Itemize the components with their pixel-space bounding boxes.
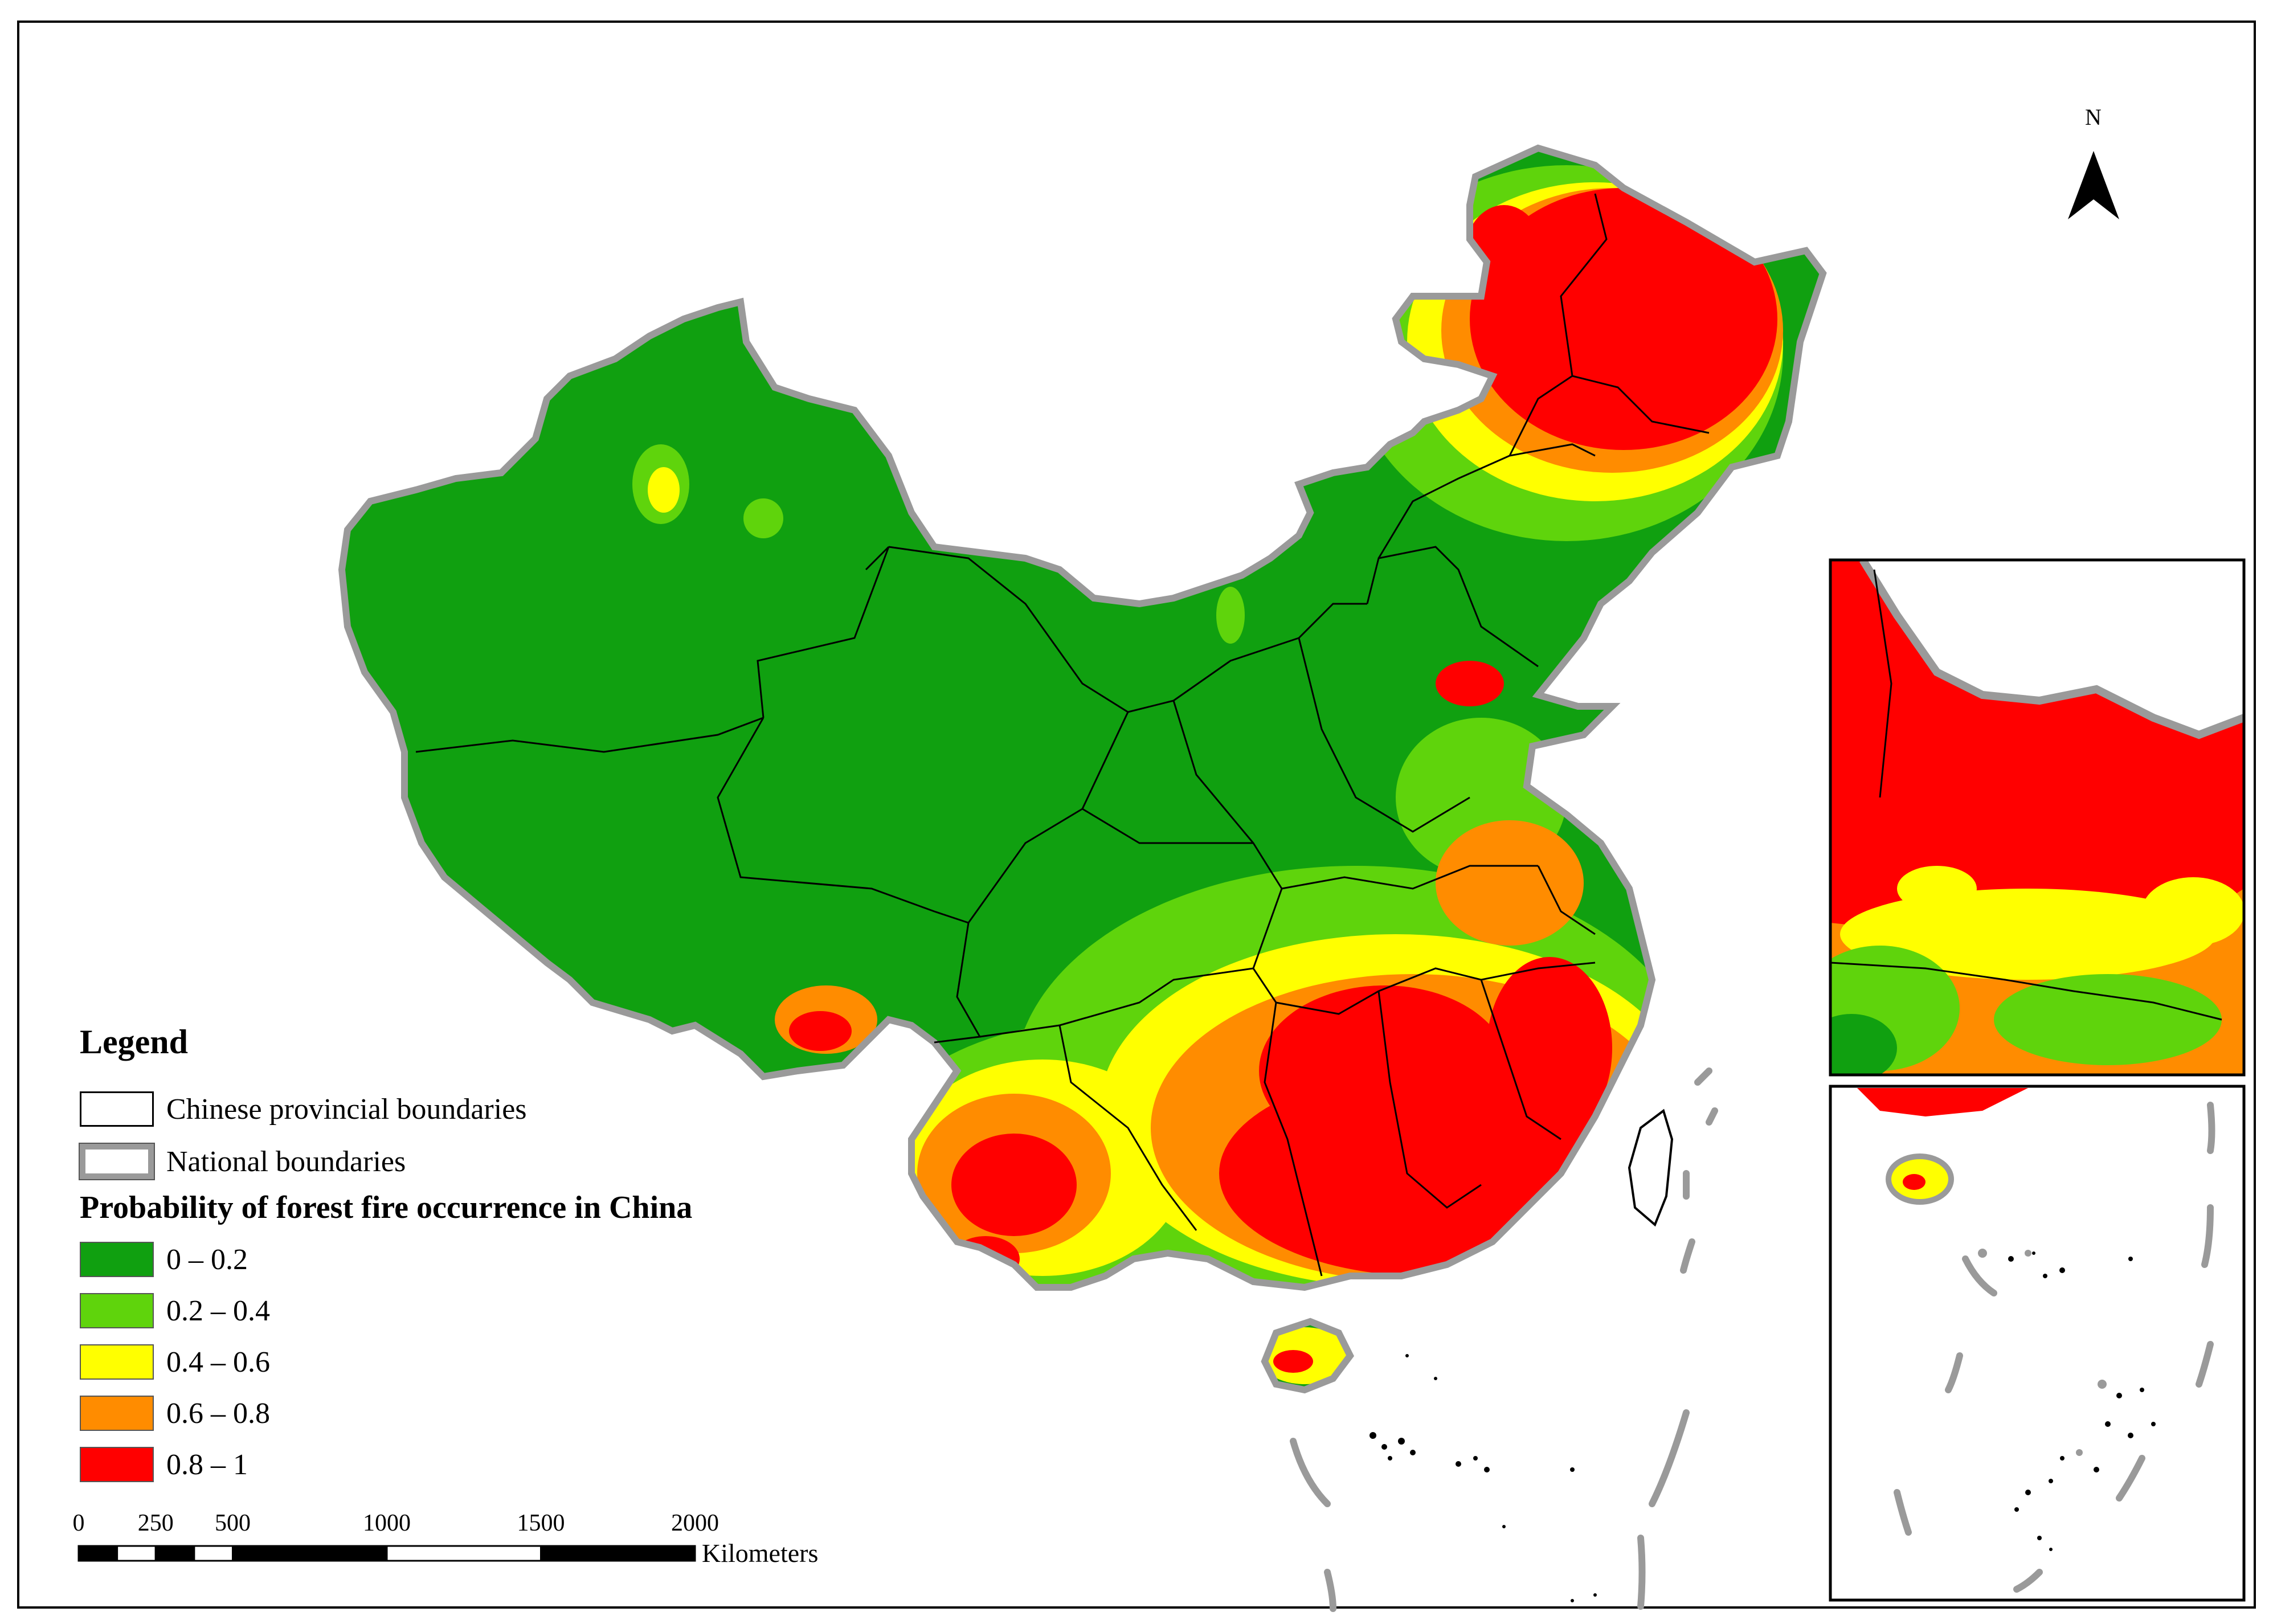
legend-title: Legend: [80, 1023, 189, 1061]
scale-segment: [116, 1545, 157, 1562]
inset-northeast: [1829, 558, 2246, 1077]
scale-tick-label: 500: [215, 1510, 251, 1536]
scale-tick-label: 2000: [671, 1510, 719, 1536]
legend-item-national: National boundaries: [79, 1142, 406, 1181]
probability-heading: Probability of forest fire occurrence in…: [80, 1190, 693, 1225]
legend-color-swatch: [80, 1447, 154, 1482]
legend-class-row: 0.4 – 0.6: [80, 1342, 270, 1382]
provincial-swatch: [80, 1091, 154, 1127]
south-sea-islands: [1369, 1354, 1597, 1602]
north-label: N: [2085, 104, 2102, 130]
legend-class-row: 0.8 – 1: [80, 1445, 248, 1484]
scale-tick-label: 1500: [517, 1510, 565, 1536]
legend-item-provincial: Chinese provincial boundaries: [80, 1089, 527, 1129]
provincial-boundaries: [415, 193, 1710, 1277]
legend-color-swatch: [80, 1396, 154, 1431]
legend-class-row: 0 – 0.2: [80, 1240, 248, 1279]
scale-tick-label: 1000: [363, 1510, 411, 1536]
legend-class-label: 0.8 – 1: [166, 1448, 248, 1481]
scale-segment: [540, 1545, 696, 1562]
scale-tick-label: 250: [137, 1510, 174, 1536]
legend-label: Chinese provincial boundaries: [166, 1093, 527, 1126]
map-frame: [17, 21, 2256, 1609]
legend-color-swatch: [80, 1344, 154, 1380]
legend-color-swatch: [80, 1242, 154, 1277]
legend-class-label: 0.2 – 0.4: [166, 1294, 270, 1327]
maritime-boundary: [1290, 1067, 1718, 1612]
national-boundary: [338, 144, 1827, 1394]
legend-class-row: 0.6 – 0.8: [80, 1393, 270, 1433]
scale-segment: [77, 1545, 118, 1562]
scale-unit: Kilometers: [702, 1539, 819, 1568]
legend-class-label: 0.4 – 0.6: [166, 1345, 270, 1378]
legend-class-row: 0.2 – 0.4: [80, 1291, 270, 1331]
scale-segment: [154, 1545, 195, 1562]
legend-class-label: 0.6 – 0.8: [166, 1397, 270, 1430]
scale-segment: [193, 1545, 234, 1562]
national-swatch: [79, 1143, 155, 1180]
scale-segment: [386, 1545, 542, 1562]
legend-color-swatch: [80, 1293, 154, 1328]
taiwan: [1628, 1108, 1674, 1227]
inset-south-sea: [1829, 1085, 2246, 1602]
north-arrow-icon: [2068, 151, 2119, 219]
scale-segment: [232, 1545, 388, 1562]
legend-class-label: 0 – 0.2: [166, 1243, 248, 1276]
scale-tick-label: 0: [72, 1510, 85, 1536]
legend-label: National boundaries: [166, 1145, 406, 1178]
